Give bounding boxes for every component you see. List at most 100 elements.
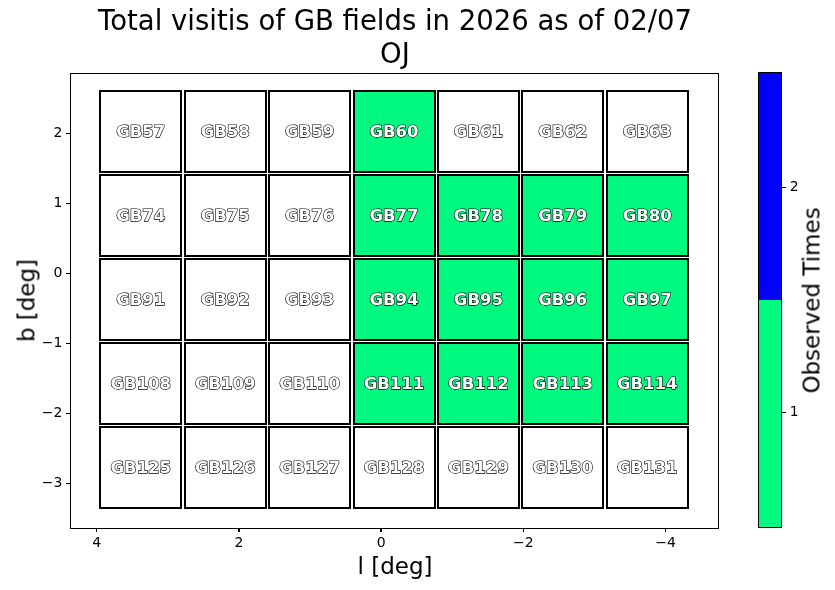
- field-cell-GB62: GB62: [521, 90, 604, 173]
- field-cell-GB128: GB128: [353, 426, 436, 509]
- field-label: GB109: [195, 374, 256, 393]
- field-label: GB74: [116, 206, 165, 225]
- field-cell-GB92: GB92: [184, 258, 267, 341]
- field-cell-GB60: GB60: [353, 90, 436, 173]
- y-tick-label: 1: [22, 194, 62, 210]
- field-cell-GB108: GB108: [99, 342, 182, 425]
- field-label: GB62: [538, 122, 587, 141]
- x-tick-label: 4: [67, 534, 127, 550]
- field-label: GB130: [533, 458, 594, 477]
- field-label: GB113: [533, 374, 594, 393]
- x-axis-label: l [deg]: [71, 553, 719, 579]
- chart-title: Total visitis of GB fields in 2026 as of…: [71, 4, 719, 37]
- field-label: GB77: [369, 206, 418, 225]
- field-cell-GB112: GB112: [437, 342, 520, 425]
- colorbar-tick-mark: [782, 187, 786, 188]
- field-label: GB128: [364, 458, 425, 477]
- y-tick-mark: [66, 273, 70, 274]
- y-tick-mark: [66, 203, 70, 204]
- field-label: GB111: [364, 374, 425, 393]
- field-cell-GB58: GB58: [184, 90, 267, 173]
- colorbar-label: Observed Times: [800, 200, 823, 400]
- x-tick-mark: [523, 529, 524, 533]
- field-label: GB78: [454, 206, 503, 225]
- y-tick-label: −3: [22, 474, 62, 490]
- field-cell-GB96: GB96: [521, 258, 604, 341]
- field-label: GB61: [454, 122, 503, 141]
- field-cell-GB59: GB59: [268, 90, 351, 173]
- x-tick-label: 0: [351, 534, 411, 550]
- field-label: GB93: [285, 290, 334, 309]
- field-cell-GB78: GB78: [437, 174, 520, 257]
- field-label: GB94: [369, 290, 418, 309]
- colorbar: [758, 72, 781, 527]
- field-cell-GB74: GB74: [99, 174, 182, 257]
- field-cell-GB110: GB110: [268, 342, 351, 425]
- y-tick-label: 2: [22, 124, 62, 140]
- field-cell-GB127: GB127: [268, 426, 351, 509]
- field-label: GB91: [116, 290, 165, 309]
- field-label: GB129: [448, 458, 509, 477]
- x-tick-mark: [96, 529, 97, 533]
- field-cell-GB113: GB113: [521, 342, 604, 425]
- field-cell-GB94: GB94: [353, 258, 436, 341]
- field-cell-GB109: GB109: [184, 342, 267, 425]
- y-tick-label: −2: [22, 404, 62, 420]
- field-label: GB79: [538, 206, 587, 225]
- field-cell-GB111: GB111: [353, 342, 436, 425]
- field-label: GB127: [279, 458, 340, 477]
- x-tick-mark: [380, 529, 381, 533]
- field-cell-GB114: GB114: [606, 342, 689, 425]
- field-cell-GB75: GB75: [184, 174, 267, 257]
- field-cell-GB131: GB131: [606, 426, 689, 509]
- y-tick-mark: [66, 483, 70, 484]
- x-tick-label: −2: [493, 534, 553, 550]
- field-cell-GB76: GB76: [268, 174, 351, 257]
- colorbar-tick-mark: [782, 412, 786, 413]
- y-tick-mark: [66, 133, 70, 134]
- x-tick-mark: [238, 529, 239, 533]
- field-label: GB97: [623, 290, 672, 309]
- field-cell-GB130: GB130: [521, 426, 604, 509]
- field-label: GB57: [116, 122, 165, 141]
- field-cell-GB79: GB79: [521, 174, 604, 257]
- field-label: GB80: [623, 206, 672, 225]
- y-tick-label: −1: [22, 334, 62, 350]
- field-label: GB126: [195, 458, 256, 477]
- x-tick-label: −4: [636, 534, 696, 550]
- y-tick-mark: [66, 413, 70, 414]
- colorbar-tick-label: 1: [790, 403, 799, 419]
- field-cell-GB61: GB61: [437, 90, 520, 173]
- field-label: GB95: [454, 290, 503, 309]
- field-label: GB75: [201, 206, 250, 225]
- field-label: GB131: [617, 458, 678, 477]
- field-cell-GB129: GB129: [437, 426, 520, 509]
- y-tick-label: 0: [22, 264, 62, 280]
- field-cell-GB97: GB97: [606, 258, 689, 341]
- x-tick-mark: [665, 529, 666, 533]
- field-label: GB92: [201, 290, 250, 309]
- field-cell-GB63: GB63: [606, 90, 689, 173]
- colorbar-segment-2: [759, 73, 780, 300]
- x-tick-label: 2: [209, 534, 269, 550]
- field-label: GB108: [111, 374, 172, 393]
- field-label: GB63: [623, 122, 672, 141]
- y-axis-label: b [deg]: [14, 200, 37, 400]
- field-label: GB59: [285, 122, 334, 141]
- field-cell-GB80: GB80: [606, 174, 689, 257]
- field-cell-GB93: GB93: [268, 258, 351, 341]
- chart-subtitle: OJ: [71, 37, 719, 70]
- field-label: GB125: [111, 458, 172, 477]
- field-cell-GB77: GB77: [353, 174, 436, 257]
- field-label: GB114: [617, 374, 678, 393]
- y-tick-mark: [66, 343, 70, 344]
- field-label: GB96: [538, 290, 587, 309]
- colorbar-tick-label: 2: [790, 178, 799, 194]
- plot-area: GB57 GB58 GB59 GB60 GB61 GB62 GB63 GB74 GB75 GB76…: [70, 73, 719, 529]
- field-label: GB58: [201, 122, 250, 141]
- field-label: GB112: [448, 374, 509, 393]
- field-cell-GB91: GB91: [99, 258, 182, 341]
- field-label: GB110: [279, 374, 340, 393]
- field-label: GB60: [369, 122, 418, 141]
- field-cell-GB95: GB95: [437, 258, 520, 341]
